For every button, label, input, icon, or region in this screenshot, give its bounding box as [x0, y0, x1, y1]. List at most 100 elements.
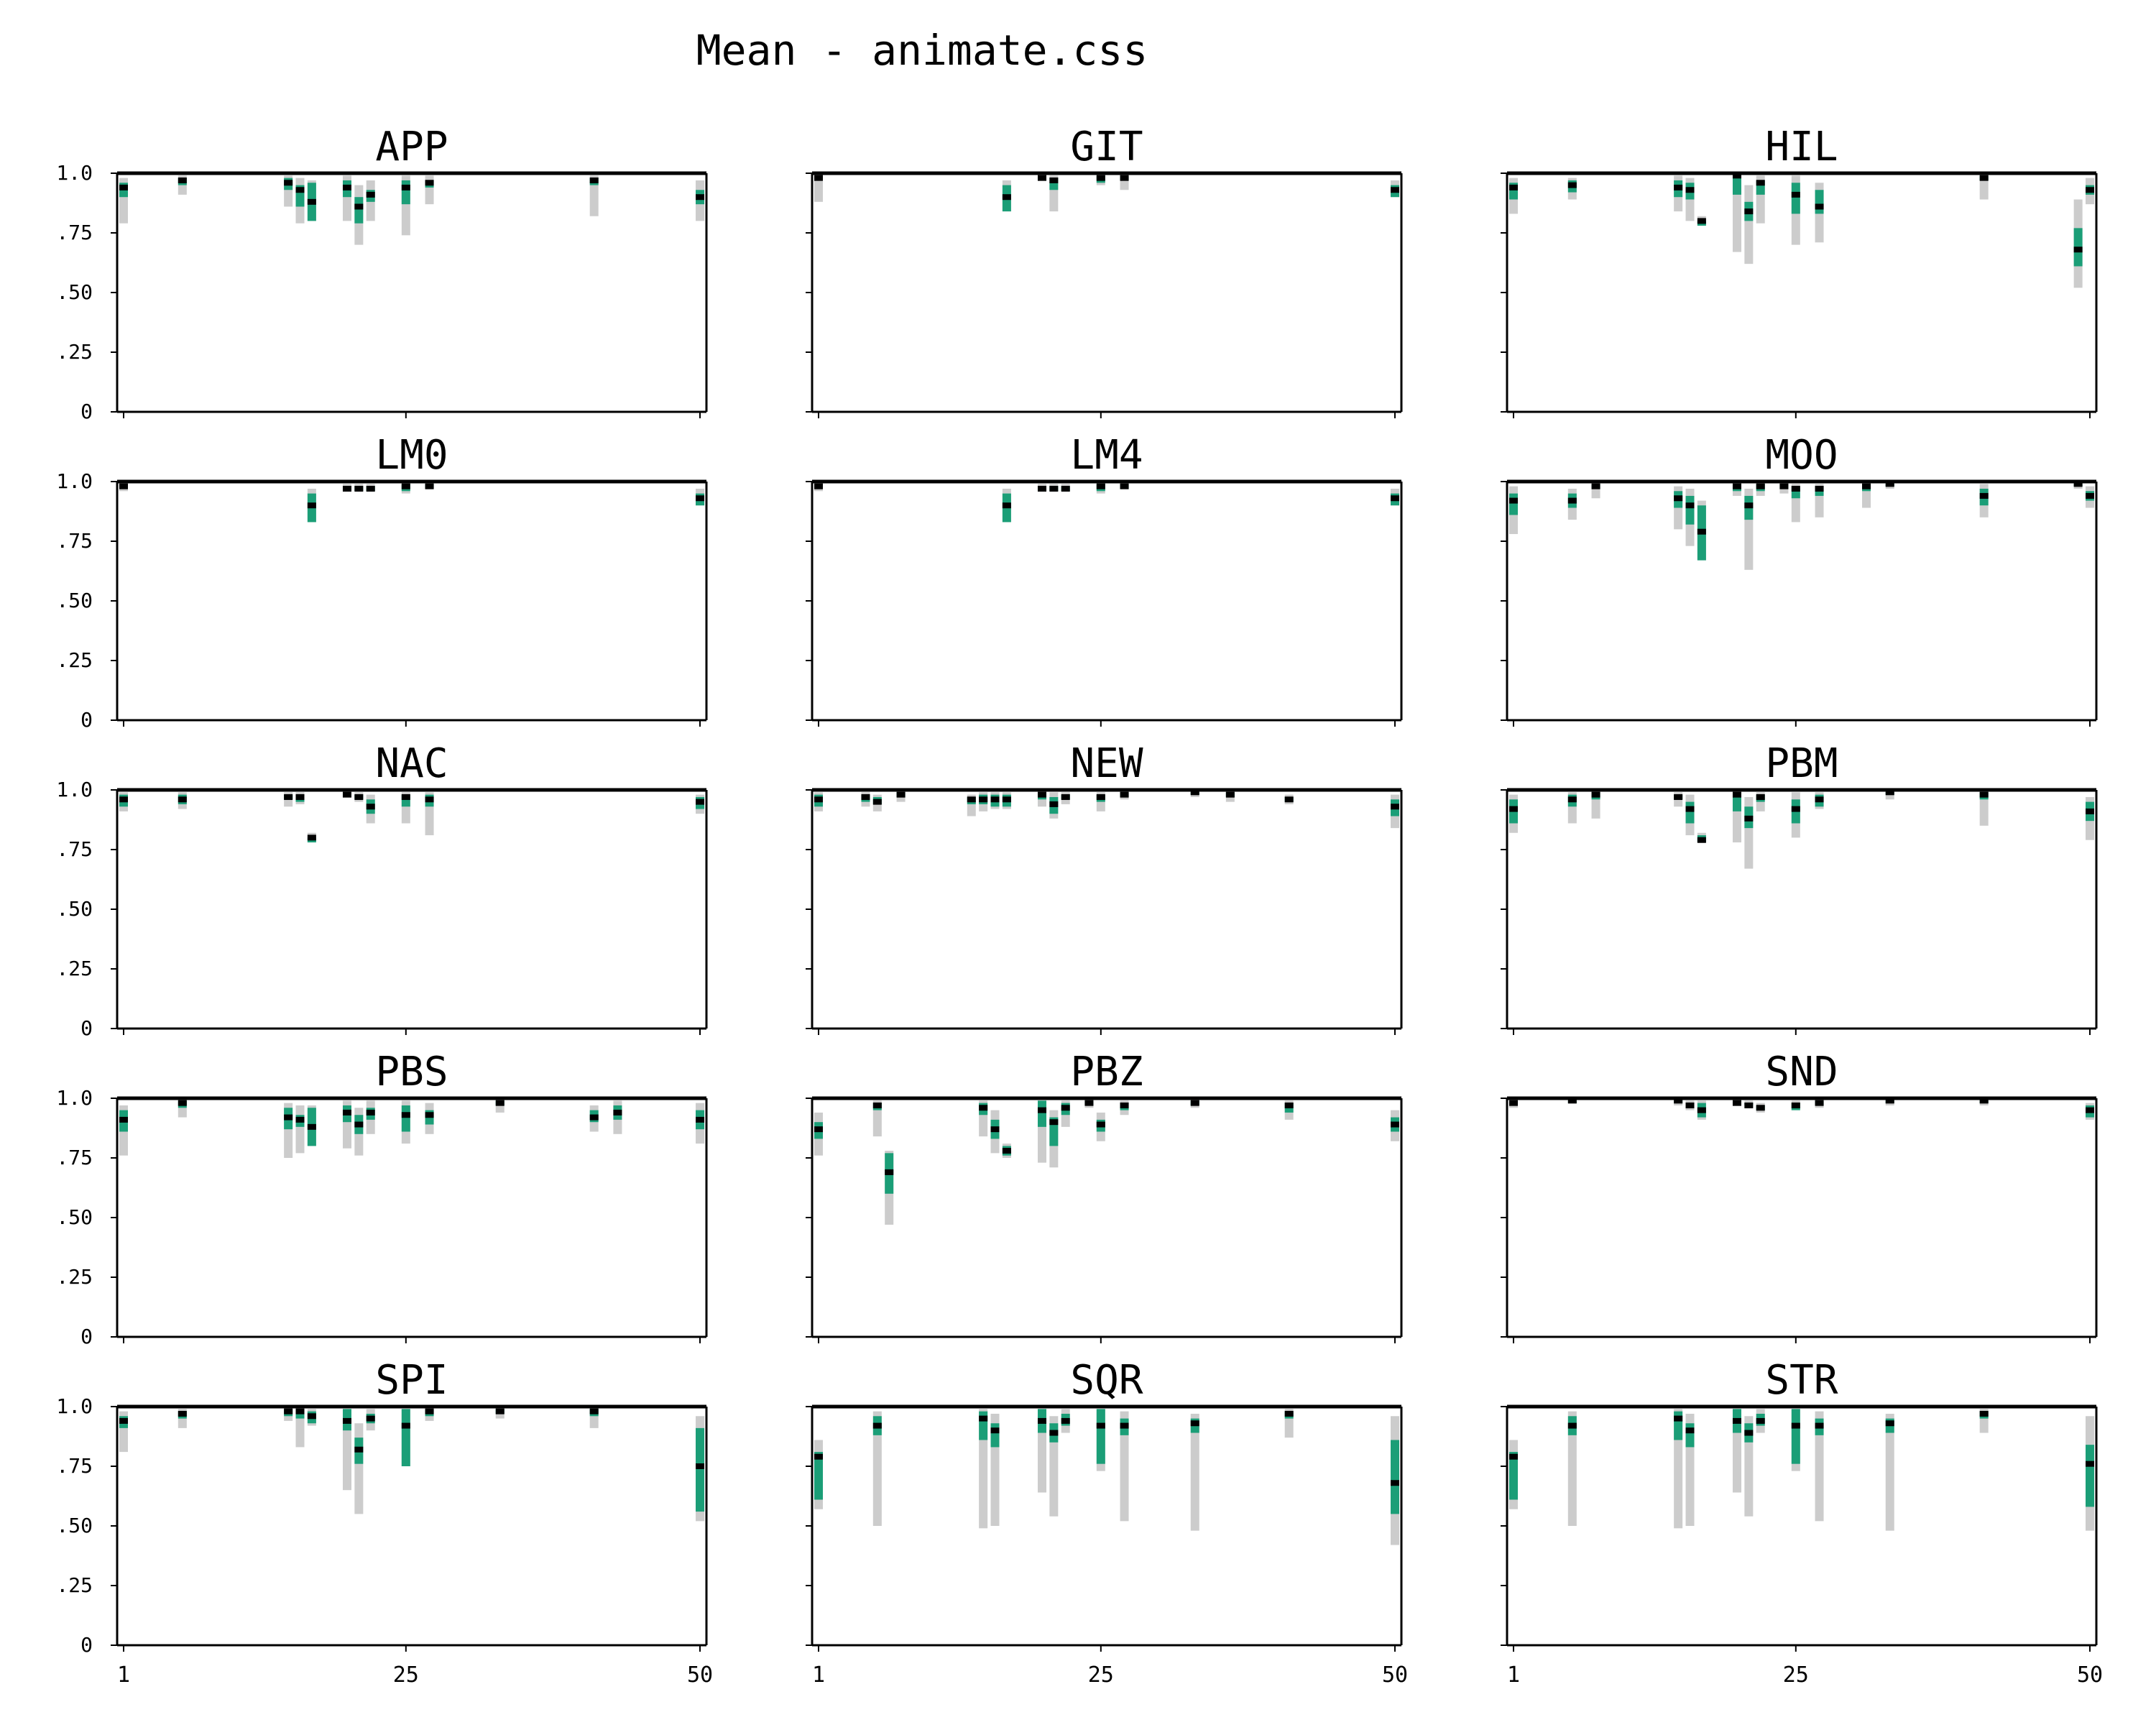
- iqr-bar: [1096, 1409, 1105, 1464]
- bar-x21: [1744, 1416, 1754, 1517]
- median-mark: [1815, 1422, 1824, 1429]
- bar-x21: [1049, 484, 1059, 492]
- median-mark: [1391, 1480, 1399, 1486]
- range-bar: [354, 1423, 364, 1514]
- bar-x22: [366, 180, 375, 221]
- median-mark: [342, 184, 351, 190]
- bar-x25: [1791, 792, 1800, 838]
- bar-x22: [1061, 484, 1070, 492]
- x-tick-label: 50: [1382, 1662, 1408, 1688]
- iqr-bar: [1791, 1409, 1800, 1464]
- median-mark: [861, 794, 870, 800]
- bar-x22: [366, 794, 375, 824]
- bar-x1: [1509, 1440, 1518, 1509]
- bar-x17: [1697, 1100, 1706, 1120]
- panel-pbm: PBM: [1501, 740, 2098, 1035]
- median-mark: [342, 485, 351, 492]
- y-tick-label: .50: [56, 589, 93, 612]
- median-mark: [1391, 495, 1399, 502]
- panel-title: PBZ: [1070, 1049, 1143, 1095]
- bar-x27: [1815, 484, 1824, 518]
- range-bar: [1815, 1411, 1824, 1522]
- iqr-bar: [354, 197, 364, 224]
- y-tick-label: 0: [80, 708, 93, 732]
- median-mark: [284, 180, 293, 186]
- chart-title: Mean - animate.css: [696, 26, 1148, 75]
- bar-x50: [696, 180, 704, 221]
- y-tick-label: .50: [56, 897, 93, 921]
- median-mark: [1732, 483, 1741, 489]
- bar-x15: [979, 1409, 988, 1529]
- median-mark: [1979, 492, 1989, 499]
- bar-x1: [814, 792, 823, 811]
- median-mark: [354, 794, 364, 800]
- median-mark: [119, 1417, 128, 1424]
- bar-x7: [885, 1151, 894, 1225]
- iqr-bar: [1509, 1452, 1518, 1500]
- bar-x20: [1732, 791, 1741, 843]
- y-tick-label: 0: [80, 1325, 93, 1348]
- median-mark: [307, 198, 316, 205]
- bar-x50: [1391, 794, 1399, 829]
- panel-new: NEW: [806, 740, 1403, 1035]
- median-mark: [1002, 1148, 1011, 1154]
- median-mark: [1791, 1422, 1800, 1429]
- median-mark: [1885, 1420, 1894, 1427]
- range-bar: [1885, 1413, 1894, 1531]
- bar-x49: [2073, 199, 2083, 288]
- median-mark: [1756, 483, 1765, 489]
- iqr-bar: [990, 1423, 1000, 1448]
- bar-x6: [872, 1411, 882, 1526]
- y-tick-label: .25: [56, 340, 93, 364]
- bar-x1: [119, 483, 128, 492]
- median-mark: [1732, 1100, 1741, 1106]
- median-mark: [1732, 791, 1741, 798]
- bar-x33: [495, 1408, 505, 1419]
- y-tick-label: .50: [56, 1205, 93, 1229]
- median-mark: [1509, 184, 1518, 190]
- y-tick-label: 1.0: [56, 1086, 93, 1110]
- median-mark: [1120, 1422, 1129, 1429]
- bar-x6: [872, 794, 882, 811]
- panel-title: GIT: [1070, 124, 1143, 170]
- bar-x1: [814, 483, 823, 492]
- x-tick-label: 25: [1088, 1662, 1114, 1688]
- median-mark: [1037, 175, 1046, 181]
- median-mark: [1674, 495, 1683, 502]
- median-mark: [1509, 497, 1518, 504]
- panel-lm0: LM0 0 .25 .50 .75 1.0: [56, 432, 708, 732]
- bar-x16: [295, 792, 305, 804]
- median-mark: [342, 1417, 351, 1424]
- median-mark: [1567, 1098, 1577, 1104]
- bar-x21: [354, 484, 364, 492]
- panel-moo: MOO: [1501, 432, 2098, 727]
- bar-x17: [307, 1409, 316, 1426]
- bar-x1: [1509, 486, 1518, 535]
- y-tick-label: 0: [80, 400, 93, 423]
- iqr-bar: [1685, 801, 1695, 824]
- median-mark: [1284, 796, 1294, 803]
- median-mark: [896, 791, 906, 798]
- median-mark: [1037, 1107, 1046, 1113]
- median-mark: [1284, 1410, 1294, 1417]
- median-mark: [1037, 791, 1046, 798]
- median-mark: [284, 794, 293, 800]
- median-mark: [1061, 1105, 1070, 1111]
- bar-x16: [295, 1408, 305, 1448]
- bar-x20: [1037, 1409, 1046, 1493]
- y-tick-label: .25: [56, 1573, 93, 1597]
- median-mark: [2086, 1107, 2094, 1113]
- panel-title: SPI: [375, 1357, 448, 1404]
- bar-x50: [1391, 1416, 1399, 1545]
- panel-title: NEW: [1070, 740, 1143, 787]
- bar-x21: [1049, 1110, 1059, 1168]
- bar-x27: [425, 1408, 434, 1421]
- median-mark: [1049, 1430, 1059, 1436]
- median-mark: [401, 184, 410, 190]
- bar-x27: [1120, 175, 1129, 190]
- panel-title: STR: [1765, 1357, 1838, 1404]
- bar-x5: [861, 792, 870, 807]
- median-mark: [1391, 1121, 1399, 1128]
- bar-x16: [1685, 1413, 1695, 1526]
- median-mark: [307, 502, 316, 509]
